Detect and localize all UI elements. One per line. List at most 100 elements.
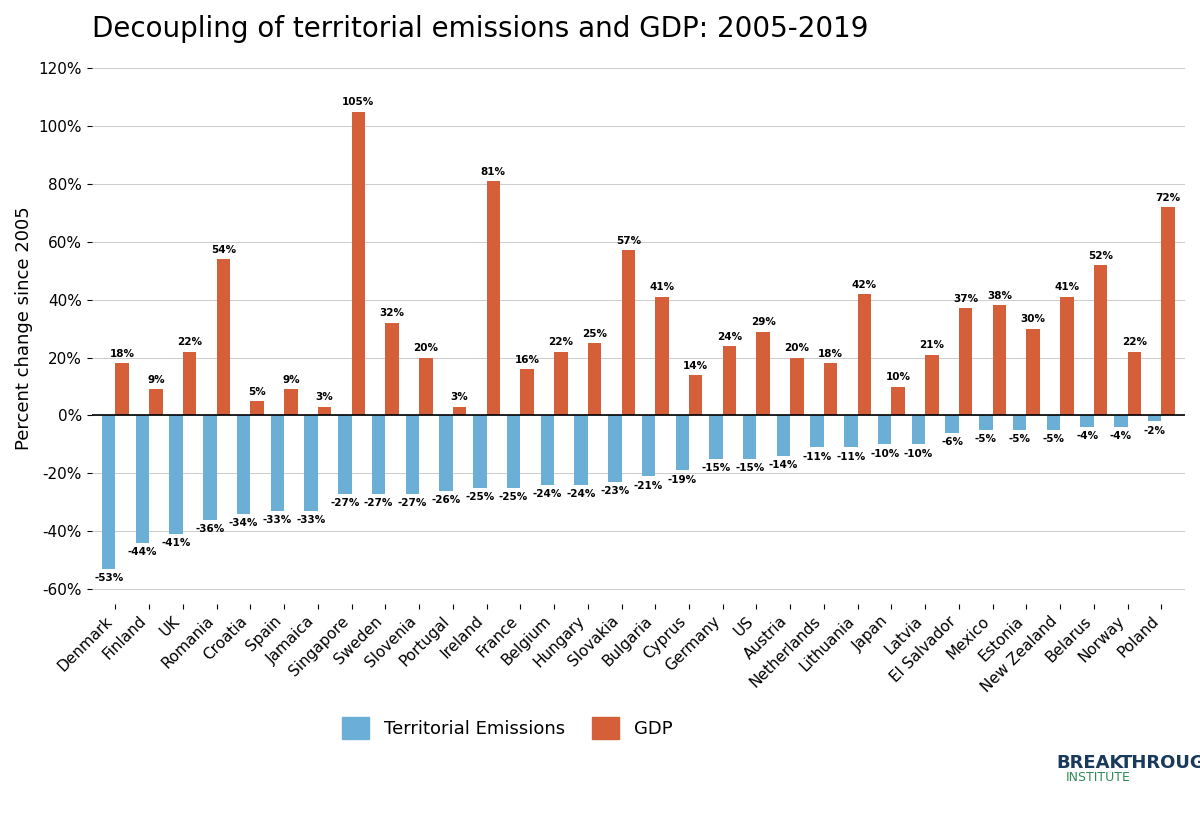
Bar <box>439 416 452 491</box>
Text: -5%: -5% <box>1043 434 1064 444</box>
Text: 9%: 9% <box>282 375 300 385</box>
Text: -26%: -26% <box>432 495 461 505</box>
Text: 18%: 18% <box>818 349 844 359</box>
Text: 24%: 24% <box>716 332 742 342</box>
Text: -10%: -10% <box>904 449 934 459</box>
Bar <box>575 416 588 485</box>
Text: -33%: -33% <box>296 515 325 525</box>
Text: -5%: -5% <box>974 434 997 444</box>
Legend: Territorial Emissions, GDP: Territorial Emissions, GDP <box>334 709 682 749</box>
Bar <box>676 416 689 471</box>
Bar <box>925 354 938 416</box>
Bar <box>149 389 163 416</box>
Bar <box>959 309 972 416</box>
Text: -15%: -15% <box>701 463 731 473</box>
Bar <box>318 407 331 416</box>
Bar <box>979 416 992 430</box>
Bar <box>372 416 385 494</box>
Text: 22%: 22% <box>178 338 202 348</box>
Text: -5%: -5% <box>1009 434 1031 444</box>
Bar <box>305 416 318 511</box>
Bar <box>810 416 824 447</box>
Bar <box>1094 265 1108 416</box>
Text: 105%: 105% <box>342 97 374 107</box>
Bar <box>689 375 702 416</box>
Bar <box>217 259 230 416</box>
Text: THROUGH: THROUGH <box>1120 754 1200 772</box>
Bar <box>419 358 432 416</box>
Text: -27%: -27% <box>364 498 394 508</box>
Text: 5%: 5% <box>248 387 266 397</box>
Bar <box>338 416 352 494</box>
Text: 20%: 20% <box>413 344 438 354</box>
Text: -24%: -24% <box>566 489 595 500</box>
Bar <box>743 416 756 459</box>
Bar <box>540 416 554 485</box>
Text: -25%: -25% <box>499 492 528 502</box>
Bar <box>115 364 128 416</box>
Text: -36%: -36% <box>196 524 224 534</box>
Text: 3%: 3% <box>316 393 334 403</box>
Bar <box>655 297 668 416</box>
Bar <box>1013 416 1026 430</box>
Bar <box>521 369 534 416</box>
Bar <box>608 416 622 482</box>
Text: 16%: 16% <box>515 354 540 365</box>
Bar <box>824 364 838 416</box>
Text: -33%: -33% <box>263 515 292 525</box>
Text: 21%: 21% <box>919 340 944 350</box>
Bar <box>203 416 217 520</box>
Bar <box>1080 416 1094 427</box>
Bar <box>1128 352 1141 416</box>
Text: 30%: 30% <box>1021 315 1045 325</box>
Bar <box>622 251 635 416</box>
Text: -24%: -24% <box>533 489 562 500</box>
Bar <box>1046 416 1060 430</box>
Text: -53%: -53% <box>94 574 124 583</box>
Text: BREAK: BREAK <box>1056 754 1123 772</box>
Bar <box>554 352 568 416</box>
Text: 41%: 41% <box>1055 282 1080 292</box>
Text: -27%: -27% <box>397 498 427 508</box>
Text: -44%: -44% <box>127 547 157 557</box>
Text: 42%: 42% <box>852 280 877 290</box>
Text: Decoupling of territorial emissions and GDP: 2005-2019: Decoupling of territorial emissions and … <box>91 15 869 43</box>
Text: 81%: 81% <box>481 167 506 177</box>
Text: 37%: 37% <box>953 294 978 304</box>
Bar <box>858 294 871 416</box>
Text: -4%: -4% <box>1076 432 1098 442</box>
Bar <box>845 416 858 447</box>
Text: 9%: 9% <box>148 375 164 385</box>
Bar <box>709 416 722 459</box>
Bar <box>756 331 770 416</box>
Bar <box>878 416 892 444</box>
Text: -34%: -34% <box>229 518 258 528</box>
Y-axis label: Percent change since 2005: Percent change since 2005 <box>16 207 34 451</box>
Bar <box>1148 416 1162 422</box>
Bar <box>486 181 500 416</box>
Bar <box>182 352 197 416</box>
Text: -6%: -6% <box>941 437 964 447</box>
Text: 3%: 3% <box>451 393 468 403</box>
Text: -27%: -27% <box>330 498 360 508</box>
Text: 10%: 10% <box>886 372 911 382</box>
Bar <box>992 305 1006 416</box>
Text: -41%: -41% <box>162 539 191 549</box>
Text: -19%: -19% <box>667 475 697 485</box>
Text: -10%: -10% <box>870 449 899 459</box>
Bar <box>473 416 486 488</box>
Bar <box>406 416 419 494</box>
Bar <box>452 407 467 416</box>
Text: 14%: 14% <box>683 360 708 370</box>
Bar <box>642 416 655 476</box>
Text: 29%: 29% <box>751 317 775 327</box>
Text: -23%: -23% <box>600 486 629 496</box>
Bar <box>102 416 115 569</box>
Bar <box>912 416 925 444</box>
Text: 72%: 72% <box>1156 193 1181 203</box>
Text: -11%: -11% <box>803 452 832 461</box>
Bar <box>791 358 804 416</box>
Bar <box>1162 207 1175 416</box>
Text: INSTITUTE: INSTITUTE <box>1066 771 1130 784</box>
Bar <box>271 416 284 511</box>
